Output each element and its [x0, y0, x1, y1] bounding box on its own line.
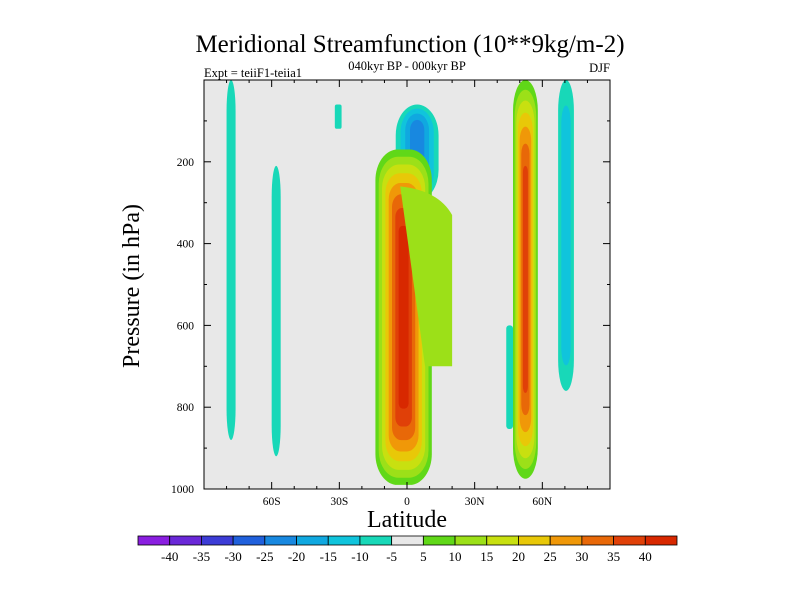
contour-band — [561, 105, 571, 366]
x-tick-label: 30N — [465, 496, 486, 508]
colorbar-swatch — [327, 535, 361, 546]
season-label: DJF — [589, 61, 610, 75]
colorbar-label: -25 — [256, 549, 273, 564]
colorbar-swatch — [201, 535, 234, 546]
colorbar-label: 10 — [449, 549, 462, 564]
colorbar-label: 40 — [639, 549, 652, 564]
colorbar-label: -30 — [224, 549, 241, 564]
contour-band — [334, 104, 342, 129]
colorbar-swatch — [644, 535, 678, 546]
colorbar-swatch — [264, 535, 297, 546]
colorbar-label: -15 — [320, 549, 337, 564]
colorbar-swatch — [296, 535, 329, 546]
chart-subtitle: 040kyr BP - 000kyr BP — [348, 59, 466, 73]
y-tick-label: 400 — [177, 239, 195, 251]
x-tick-label: 0 — [404, 496, 410, 508]
colorbar-label: -40 — [161, 549, 178, 564]
colorbar-swatch — [422, 535, 456, 546]
contour-band — [398, 225, 409, 409]
colorbar-swatch — [549, 535, 583, 546]
y-tick-label: 200 — [177, 157, 195, 169]
colorbar-swatch — [391, 535, 424, 546]
colorbar-swatch — [359, 535, 393, 546]
chart-title: Meridional Streamfunction (10**9kg/m-2) — [195, 31, 624, 58]
colorbar-swatch — [518, 535, 551, 546]
colorbar-swatch — [581, 535, 614, 546]
colorbar-label: -5 — [386, 549, 397, 564]
contour-band — [506, 325, 514, 429]
colorbar-label: -10 — [351, 549, 368, 564]
axis-ticks: 60S 30S 0 30N 60N 200 400 600 800 1000 — [171, 80, 610, 508]
contour-band — [400, 186, 453, 367]
colorbar-swatch — [169, 535, 202, 546]
colorbar-swatch — [613, 535, 646, 546]
colorbar-swatch — [232, 535, 266, 546]
colorbar-label: 25 — [544, 549, 557, 564]
y-axis-label: Pressure (in hPa) — [119, 204, 145, 368]
colorbar-swatch — [137, 535, 171, 546]
colorbar-label: 30 — [575, 549, 588, 564]
colorbar-label: -20 — [288, 549, 305, 564]
x-axis-label: Latitude — [367, 507, 447, 533]
experiment-label: Expt = teiiF1-teiia1 — [204, 66, 302, 80]
colorbar-label: 35 — [607, 549, 620, 564]
colorbar-label: 20 — [512, 549, 525, 564]
y-tick-label: 800 — [177, 402, 195, 414]
contour-band — [522, 165, 528, 393]
colorbar-swatch — [454, 535, 488, 546]
y-tick-label: 600 — [177, 320, 195, 332]
colorbar-label: 5 — [420, 549, 427, 564]
contour-band — [271, 165, 281, 457]
x-tick-label: 60N — [532, 496, 553, 508]
x-tick-label: 60S — [263, 496, 281, 508]
colorbar: -40 -35 -30 -25 -20 -15 -10 -5 5 10 15 20 25 30 35 40 — [137, 535, 678, 564]
contour-fills — [226, 80, 574, 485]
colorbar-swatch — [486, 535, 519, 546]
y-tick-label: 1000 — [171, 484, 194, 496]
contour-band — [226, 80, 236, 440]
colorbar-label: -35 — [193, 549, 210, 564]
colorbar-label: 15 — [480, 549, 493, 564]
x-tick-label: 30S — [330, 496, 348, 508]
